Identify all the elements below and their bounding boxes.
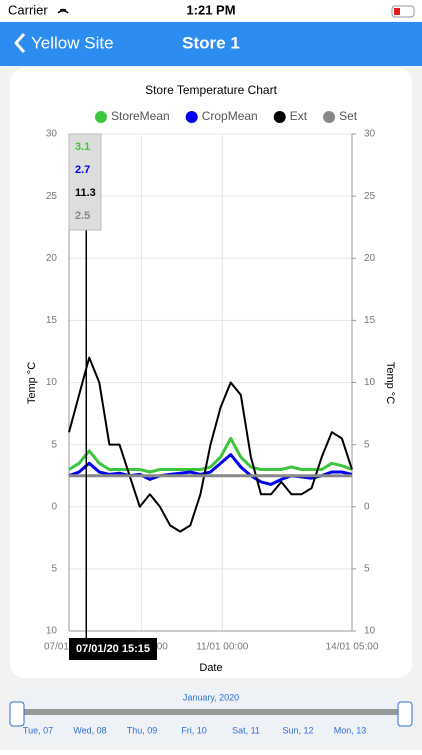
y2-tick-label: 5 — [364, 439, 370, 450]
range-day: Fri, 10 — [181, 725, 207, 735]
legend-label: Ext — [290, 109, 308, 123]
range-day: Mon, 13 — [334, 725, 367, 735]
y-tick-label: 10 — [46, 377, 58, 388]
chart-title: Store Temperature Chart — [145, 83, 278, 97]
y2-tick-label: 5 — [364, 564, 370, 575]
y-tick-label: 5 — [51, 564, 57, 575]
tooltip-value: 3.1 — [75, 141, 90, 153]
legend-swatch — [323, 111, 336, 123]
x-tick-label: 11/01 00:00 — [196, 642, 249, 653]
series-line — [68, 453, 353, 486]
y-tick-label: 10 — [46, 626, 58, 637]
range-day: Tue, 07 — [23, 725, 53, 735]
legend-swatch — [95, 111, 107, 123]
legend-label: CropMean — [202, 109, 258, 123]
x-axis-title: Date — [199, 662, 222, 674]
y2-tick-label: 0 — [364, 501, 370, 512]
x-tick-label: 07/01 — [44, 642, 69, 653]
tooltip-box — [68, 133, 102, 231]
battery-level — [394, 8, 400, 15]
y-axis-title: Temp °C — [26, 362, 38, 404]
tooltip-date-box — [69, 638, 157, 660]
y-tick-label: 0 — [51, 501, 57, 512]
range-days: Tue, 07 Wed, 08 Thu, 09 Fri, 10 Sat, 11 Sun, … — [23, 725, 366, 735]
range-day: Sun, 12 — [282, 725, 313, 735]
status-bar — [0, 0, 422, 22]
tooltip-value: 2.7 — [75, 164, 90, 176]
legend-label: Set — [339, 109, 358, 123]
carrier: Carrier — [8, 2, 48, 17]
range-day: Thu, 09 — [127, 725, 158, 735]
back-button[interactable]: Yellow Site — [31, 33, 114, 52]
tooltip-value: 11.3 — [75, 187, 96, 199]
y-tick-label: 30 — [46, 129, 58, 140]
y-tick-label: 5 — [51, 439, 57, 450]
x-tick-label: 14/01 05:00 — [326, 642, 379, 653]
range-day: Wed, 08 — [73, 725, 106, 735]
y2-tick-label: 20 — [364, 253, 376, 264]
range-day: Sat, 11 — [232, 725, 260, 735]
legend-swatch — [273, 111, 286, 123]
range-month: January, 2020 — [183, 692, 239, 702]
y2-axis-title: Temp °C — [384, 362, 396, 404]
y2-tick-label: 10 — [364, 626, 376, 637]
legend-label: StoreMean — [111, 109, 170, 123]
range-handle-left[interactable] — [9, 701, 25, 727]
range-selector[interactable] — [18, 688, 404, 744]
y-tick-label: 15 — [46, 315, 58, 326]
nav-title: Store 1 — [182, 33, 240, 52]
clock: 1:21 PM — [186, 2, 235, 17]
series-line — [68, 436, 353, 474]
nav-bar — [0, 22, 422, 66]
y-tick-label: 25 — [46, 191, 58, 202]
back-chevron[interactable] — [13, 33, 26, 53]
y2-tick-label: 25 — [364, 191, 376, 202]
y2-tick-label: 10 — [364, 377, 376, 388]
range-handle-right[interactable] — [397, 701, 413, 727]
tooltip-date: 07/01/20 15:15 — [76, 643, 150, 655]
y2-tick-label: 30 — [364, 129, 376, 140]
battery — [391, 5, 415, 18]
legend-swatch — [185, 111, 198, 123]
chart-card — [10, 68, 412, 678]
plot: 10505101520253010505101520253007/0109/01… — [44, 109, 379, 660]
y2-tick-label: 15 — [364, 315, 376, 326]
tooltip-value: 2.5 — [75, 210, 90, 222]
y-tick-label: 20 — [46, 253, 58, 264]
wifi-icon — [57, 8, 69, 14]
series-line — [68, 356, 353, 533]
